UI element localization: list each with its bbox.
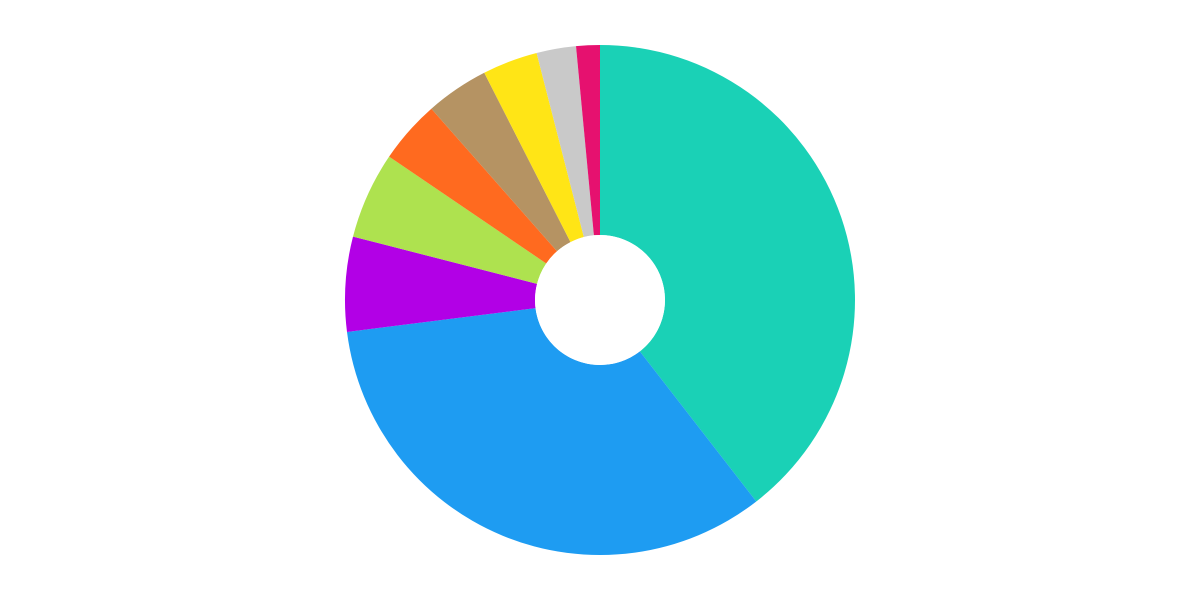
donut-hole [535, 235, 665, 365]
donut-chart [0, 0, 1200, 600]
donut-chart-svg [0, 0, 1200, 600]
